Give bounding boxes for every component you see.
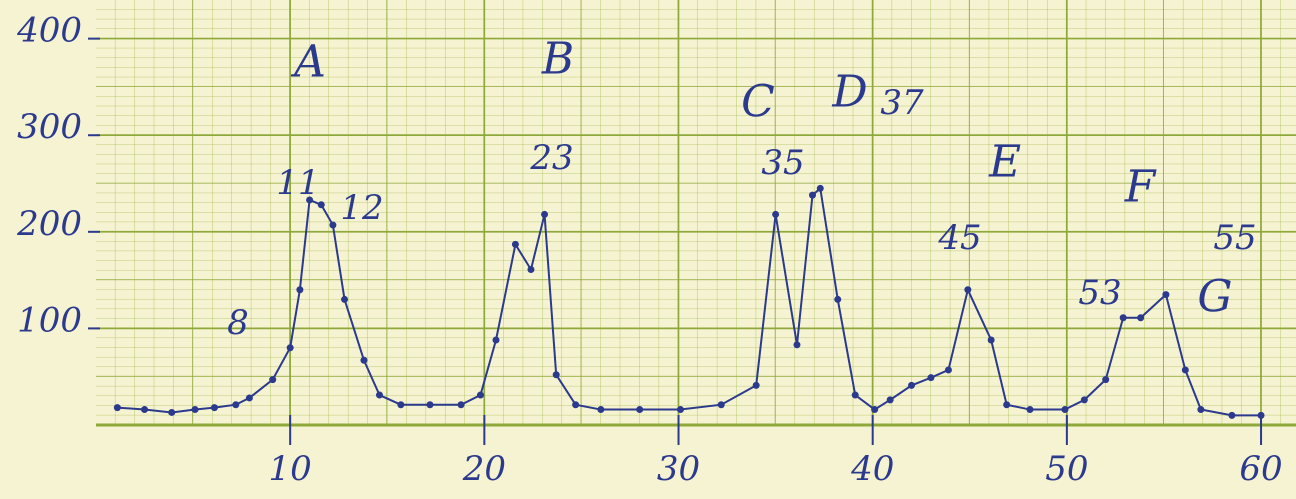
graph-paper bbox=[96, 0, 1296, 425]
data-point bbox=[964, 286, 971, 293]
data-point bbox=[927, 374, 934, 381]
data-point bbox=[988, 337, 995, 344]
data-point bbox=[211, 404, 218, 411]
data-point bbox=[1162, 291, 1169, 298]
data-point bbox=[287, 344, 294, 351]
data-point bbox=[477, 392, 484, 399]
y-tick-label: 300 bbox=[17, 107, 82, 147]
data-point bbox=[232, 401, 239, 408]
annotation: 11 bbox=[276, 163, 319, 203]
y-tick-label: 200 bbox=[16, 204, 82, 244]
data-point bbox=[376, 392, 383, 399]
x-tick-label: 20 bbox=[462, 449, 506, 489]
data-point bbox=[397, 401, 404, 408]
data-point bbox=[1197, 406, 1204, 413]
annotation: C bbox=[741, 77, 775, 128]
data-point bbox=[296, 286, 303, 293]
data-point bbox=[553, 371, 560, 378]
annotation: 35 bbox=[761, 143, 804, 183]
data-point bbox=[512, 241, 519, 248]
data-point bbox=[772, 211, 779, 218]
data-point bbox=[852, 392, 859, 399]
data-point bbox=[1081, 396, 1088, 403]
data-point bbox=[458, 401, 465, 408]
data-point bbox=[114, 404, 121, 411]
data-point bbox=[1182, 366, 1189, 373]
annotation: 53 bbox=[1078, 273, 1121, 313]
annotation: G bbox=[1197, 272, 1232, 323]
data-point bbox=[1120, 314, 1127, 321]
data-point bbox=[597, 406, 604, 413]
data-point bbox=[1137, 314, 1144, 321]
data-point bbox=[493, 337, 500, 344]
data-point bbox=[1228, 412, 1235, 419]
data-point bbox=[908, 382, 915, 389]
data-point bbox=[246, 394, 253, 401]
annotation: 12 bbox=[340, 188, 383, 228]
data-point bbox=[834, 296, 841, 303]
data-point bbox=[527, 266, 534, 273]
data-point bbox=[341, 296, 348, 303]
data-point bbox=[1026, 406, 1033, 413]
annotation: F bbox=[1124, 162, 1157, 213]
data-point bbox=[141, 406, 148, 413]
data-point bbox=[753, 382, 760, 389]
data-point bbox=[1003, 401, 1010, 408]
annotation: A bbox=[290, 37, 326, 88]
data-point bbox=[192, 406, 199, 413]
data-point bbox=[329, 222, 336, 229]
data-point bbox=[572, 401, 579, 408]
y-tick-label: 100 bbox=[17, 300, 82, 340]
x-tick-label: 40 bbox=[850, 449, 894, 489]
annotation: D bbox=[831, 67, 867, 118]
data-point bbox=[269, 376, 276, 383]
data-point bbox=[541, 211, 548, 218]
data-point bbox=[809, 192, 816, 199]
annotation: 37 bbox=[880, 83, 924, 123]
annotation: 8 bbox=[227, 303, 249, 343]
annotation: B bbox=[541, 34, 574, 85]
data-point bbox=[1258, 412, 1265, 419]
data-point bbox=[168, 409, 175, 416]
data-point bbox=[360, 357, 367, 364]
data-point bbox=[887, 396, 894, 403]
data-point bbox=[793, 341, 800, 348]
y-tick-label: 400 bbox=[16, 11, 82, 51]
data-point bbox=[1061, 406, 1068, 413]
annotation: 45 bbox=[937, 218, 981, 258]
annotation: 23 bbox=[529, 138, 573, 178]
x-tick-label: 60 bbox=[1239, 449, 1282, 489]
data-point bbox=[718, 401, 725, 408]
annotation: 55 bbox=[1213, 218, 1256, 258]
x-tick-label: 10 bbox=[269, 449, 312, 489]
data-point bbox=[636, 406, 643, 413]
data-point bbox=[1102, 376, 1109, 383]
x-tick-label: 50 bbox=[1045, 449, 1088, 489]
chart: 100 200 300 400 10 20 30 40 50 60 A B C D E F G 8 11 12 23 35… bbox=[0, 0, 1296, 499]
x-tick-label: 30 bbox=[657, 449, 700, 489]
data-point bbox=[426, 401, 433, 408]
data-point bbox=[817, 185, 824, 192]
data-point bbox=[945, 366, 952, 373]
data-point bbox=[871, 406, 878, 413]
annotation: E bbox=[988, 137, 1021, 188]
data-point bbox=[677, 406, 684, 413]
